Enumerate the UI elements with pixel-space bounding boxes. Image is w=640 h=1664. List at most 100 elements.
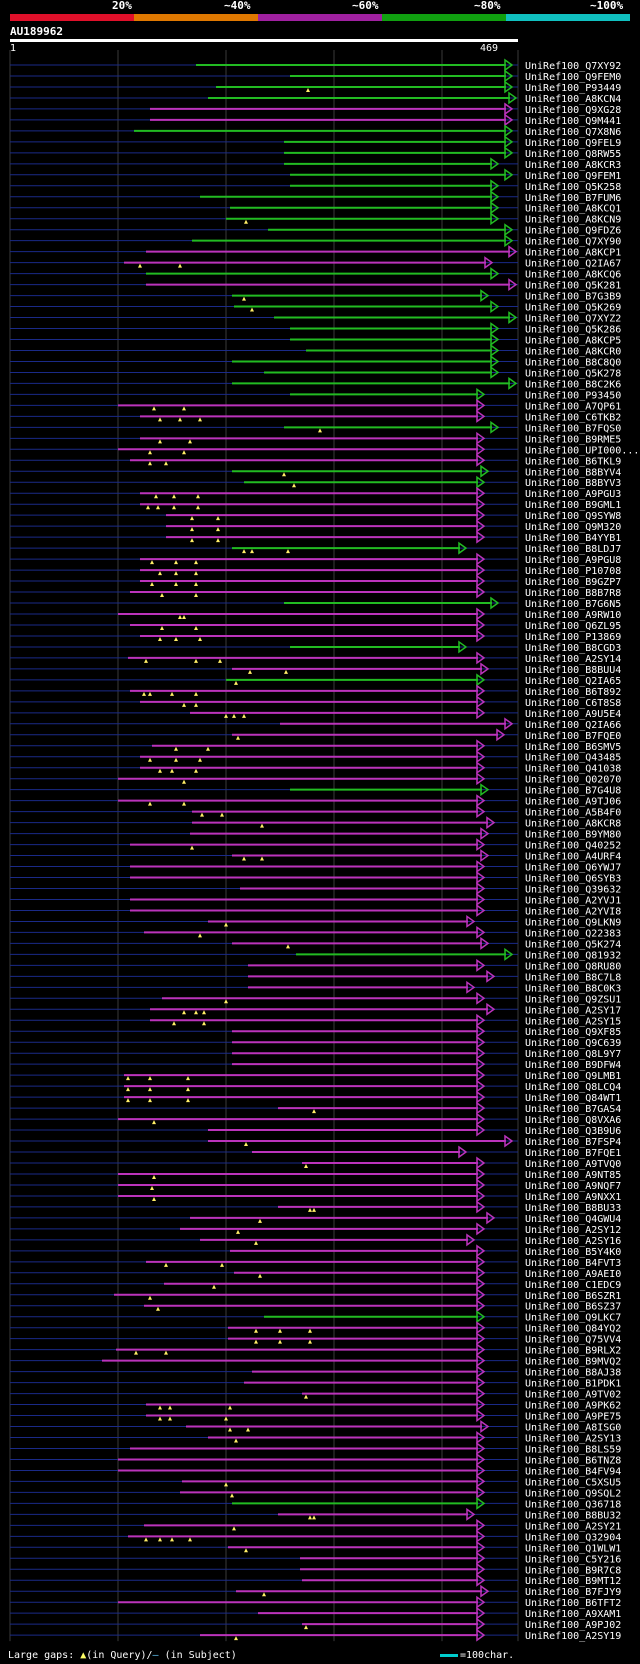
hit-row[interactable]: UniRef100_Q8LCQ4 [10, 1079, 621, 1093]
hit-row[interactable]: UniRef100_Q3B9U6 [10, 1123, 621, 1137]
hit-label[interactable]: UniRef100_A8KCR8 [525, 819, 621, 830]
hit-row[interactable]: UniRef100_Q7XY92 [10, 58, 621, 72]
hit-label[interactable]: UniRef100_Q41038 [525, 764, 621, 775]
hit-label[interactable]: UniRef100_P13869 [525, 632, 621, 643]
hit-row[interactable]: UniRef100_B7FSP4 [10, 1134, 621, 1148]
hit-label[interactable]: UniRef100_A2SY15 [525, 1016, 621, 1027]
hit-row[interactable]: UniRef100_B9RLX2 [10, 1343, 621, 1357]
hit-row[interactable]: UniRef100_B8BU32 [10, 1507, 621, 1521]
hit-label[interactable]: UniRef100_A8KCR3 [525, 160, 621, 171]
hit-row[interactable]: UniRef100_P93450 [10, 387, 621, 401]
hit-row[interactable]: UniRef100_B7FUM6 [10, 190, 621, 204]
hit-label[interactable]: UniRef100_C6TKB2 [525, 412, 621, 423]
hit-row[interactable]: UniRef100_B8CGD3 [10, 640, 621, 654]
hit-row[interactable]: UniRef100_A8KCN4 [10, 91, 621, 105]
hit-row[interactable]: UniRef100_Q36718 [10, 1496, 621, 1510]
hit-label[interactable]: UniRef100_B4YYB1 [525, 533, 621, 544]
hit-row[interactable]: UniRef100_B6T892 [10, 684, 621, 698]
hit-row[interactable]: UniRef100_Q9LMB1 [10, 1068, 621, 1082]
hit-label[interactable]: UniRef100_A9PGU8 [525, 555, 621, 566]
hit-label[interactable]: UniRef100_A9PGU3 [525, 489, 621, 500]
hit-label[interactable]: UniRef100_Q6SYB3 [525, 874, 621, 885]
hit-row[interactable]: UniRef100_Q9ZSU1 [10, 991, 621, 1005]
hit-label[interactable]: UniRef100_B8C7L8 [525, 972, 621, 983]
hit-row[interactable]: UniRef100_A8ISG0 [10, 1420, 621, 1434]
hit-label[interactable]: UniRef100_B8BUU4 [525, 665, 621, 676]
hit-row[interactable]: UniRef100_A8KCP5 [10, 333, 621, 347]
hit-row[interactable]: UniRef100_Q9FDZ6 [10, 223, 621, 237]
hit-row[interactable]: UniRef100_A9PE75 [10, 1409, 621, 1423]
hit-row[interactable]: UniRef100_Q39632 [10, 882, 621, 896]
hit-label[interactable]: UniRef100_Q9LKC7 [525, 1313, 621, 1324]
hit-label[interactable]: UniRef100_Q7XYZ2 [525, 314, 621, 325]
hit-row[interactable]: UniRef100_B9MVQ2 [10, 1354, 621, 1368]
hit-row[interactable]: UniRef100_Q5K286 [10, 322, 621, 336]
hit-row[interactable]: UniRef100_B7FQS0 [10, 420, 621, 434]
hit-row[interactable]: UniRef100_Q5K281 [10, 278, 621, 292]
hit-label[interactable]: UniRef100_A9TVQ0 [525, 1159, 621, 1170]
hit-row[interactable]: UniRef100_A5B4F0 [10, 805, 621, 819]
hit-row[interactable]: UniRef100_Q5K258 [10, 179, 621, 193]
hit-label[interactable]: UniRef100_B9RLX2 [525, 1346, 621, 1357]
hit-label[interactable]: UniRef100_Q39632 [525, 885, 621, 896]
hit-label[interactable]: UniRef100_A8KCN9 [525, 215, 621, 226]
hit-row[interactable]: UniRef100_Q6ZL95 [10, 618, 621, 632]
hit-label[interactable]: UniRef100_Q9FEM0 [525, 72, 621, 83]
hit-label[interactable]: UniRef100_B8B7R8 [525, 588, 621, 599]
hit-row[interactable]: UniRef100_Q41038 [10, 761, 621, 775]
hit-label[interactable]: UniRef100_B7FQE1 [525, 1148, 621, 1159]
hit-label[interactable]: UniRef100_Q9FEM1 [525, 171, 621, 182]
hit-label[interactable]: UniRef100_B7FQS0 [525, 423, 621, 434]
hit-label[interactable]: UniRef100_Q9FDZ6 [525, 226, 621, 237]
hit-row[interactable]: UniRef100_A2SY12 [10, 1222, 621, 1236]
hit-label[interactable]: UniRef100_Q84WT1 [525, 1093, 621, 1104]
hit-row[interactable]: UniRef100_Q84WT1 [10, 1090, 621, 1104]
hit-row[interactable]: UniRef100_B9GML1 [10, 497, 621, 511]
hit-label[interactable]: UniRef100_B6SZR1 [525, 1291, 621, 1302]
hit-label[interactable]: UniRef100_Q5K278 [525, 368, 621, 379]
hit-row[interactable]: UniRef100_A9XAM1 [10, 1606, 621, 1620]
hit-label[interactable]: UniRef100_B9YM80 [525, 830, 621, 841]
hit-row[interactable]: UniRef100_A9TJ06 [10, 794, 621, 808]
hit-label[interactable]: UniRef100_A8KCP5 [525, 336, 621, 347]
hit-label[interactable]: UniRef100_A8KCR0 [525, 346, 621, 357]
hit-label[interactable]: UniRef100_Q9XG28 [525, 105, 621, 116]
hit-row[interactable]: UniRef100_A8KCQ6 [10, 267, 621, 281]
hit-label[interactable]: UniRef100_B8C2K6 [525, 379, 621, 390]
hit-row[interactable]: UniRef100_Q75VV4 [10, 1332, 621, 1346]
hit-label[interactable]: UniRef100_A2SY14 [525, 654, 621, 665]
hit-row[interactable]: UniRef100_Q8L9Y7 [10, 1046, 621, 1060]
hit-label[interactable]: UniRef100_B8AJ38 [525, 1368, 621, 1379]
hit-row[interactable]: UniRef100_Q4GWU4 [10, 1211, 621, 1225]
hit-label[interactable]: UniRef100_B7FUM6 [525, 193, 621, 204]
hit-row[interactable]: UniRef100_Q43485 [10, 750, 621, 764]
hit-label[interactable]: UniRef100_Q8LCQ4 [525, 1082, 621, 1093]
hit-row[interactable]: UniRef100_Q7XYZ2 [10, 311, 621, 325]
hit-label[interactable]: UniRef100_Q81932 [525, 950, 621, 961]
hit-label[interactable]: UniRef100_Q43485 [525, 753, 621, 764]
hit-row[interactable]: UniRef100_A9NXX1 [10, 1189, 621, 1203]
hit-label[interactable]: UniRef100_Q40252 [525, 841, 621, 852]
hit-row[interactable]: UniRef100_Q9FEL9 [10, 135, 621, 149]
hit-label[interactable]: UniRef100_Q3B9U6 [525, 1126, 621, 1137]
hit-row[interactable]: UniRef100_Q9M320 [10, 519, 621, 533]
hit-label[interactable]: UniRef100_A9NQF7 [525, 1181, 621, 1192]
hit-label[interactable]: UniRef100_Q9XF85 [525, 1027, 621, 1038]
hit-row[interactable]: UniRef100_A2SY19 [10, 1628, 621, 1642]
hit-label[interactable]: UniRef100_Q32904 [525, 1532, 621, 1543]
hit-label[interactable]: UniRef100_A2SY16 [525, 1236, 621, 1247]
hit-row[interactable]: UniRef100_A2SY13 [10, 1431, 621, 1445]
hit-row[interactable]: UniRef100_A9PJ02 [10, 1617, 621, 1631]
hit-row[interactable]: UniRef100_A9U5E4 [10, 706, 621, 720]
hit-row[interactable]: UniRef100_Q1WLW1 [10, 1540, 621, 1554]
hit-label[interactable]: UniRef100_B7FJY9 [525, 1587, 621, 1598]
hit-label[interactable]: UniRef100_Q9FEL9 [525, 138, 621, 149]
hit-label[interactable]: UniRef100_A4URF4 [525, 852, 621, 863]
hit-label[interactable]: UniRef100_B4FVT3 [525, 1258, 621, 1269]
hit-row[interactable]: UniRef100_B6SZ37 [10, 1299, 621, 1313]
hit-label[interactable]: UniRef100_B9GZP7 [525, 577, 621, 588]
hit-label[interactable]: UniRef100_B6SZ37 [525, 1302, 621, 1313]
hit-row[interactable]: UniRef100_Q32904 [10, 1529, 621, 1543]
hit-label[interactable]: UniRef100_A2SY17 [525, 1005, 621, 1016]
hit-row[interactable]: UniRef100_B8B7R8 [10, 585, 621, 599]
